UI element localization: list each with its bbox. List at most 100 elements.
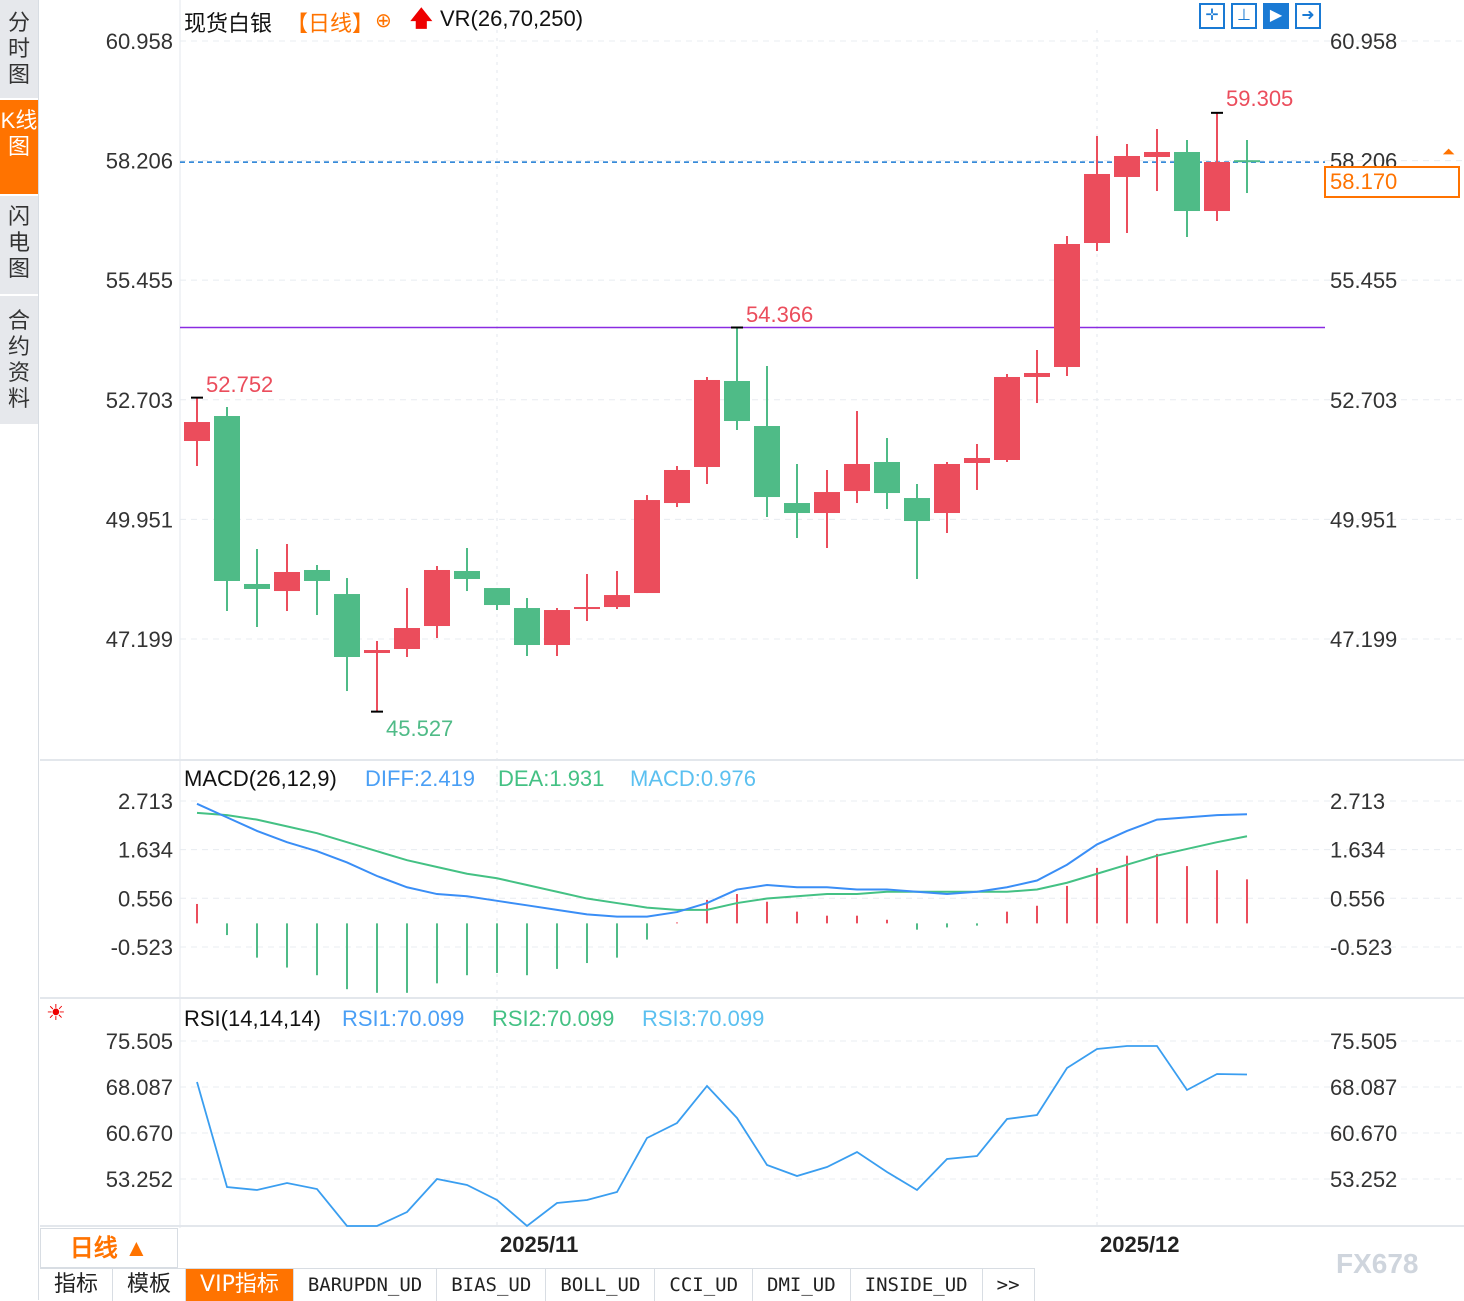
candle-body [544, 610, 570, 646]
rsi-tick-left: 75.505 [106, 1029, 173, 1054]
tab-dmi[interactable]: DMI_UD [753, 1269, 851, 1301]
macd-tick-right: -0.523 [1330, 935, 1392, 960]
start-price-label: 52.752 [206, 372, 274, 397]
candle-body [484, 588, 510, 606]
candle-body [1024, 372, 1050, 377]
price-tick-right: 52.703 [1330, 388, 1397, 413]
candle-body [1144, 151, 1170, 157]
candle-body [1204, 161, 1230, 212]
price-tick-left: 49.951 [106, 507, 173, 532]
candle-body [514, 608, 540, 646]
tab-inside[interactable]: INSIDE_UD [851, 1269, 983, 1301]
rsi-tick-left: 53.252 [106, 1167, 173, 1192]
target-icon[interactable]: ⊕ [375, 10, 392, 32]
price-tick-left: 60.958 [106, 29, 173, 54]
candle-body [694, 379, 720, 467]
macd-title: MACD(26,12,9) [184, 766, 337, 791]
candle-body [184, 422, 210, 442]
watermark: FX678 [1336, 1248, 1419, 1279]
price-tick-right: 47.199 [1330, 627, 1397, 652]
candle-body [334, 594, 360, 658]
period-tag[interactable]: 【日线】 [286, 11, 375, 36]
rsi-title: RSI(14,14,14) [184, 1006, 321, 1031]
rsi-tick-left: 68.087 [106, 1075, 173, 1100]
macd-tick-right: 1.634 [1330, 838, 1385, 863]
period-selector[interactable]: 日线 ▲ [40, 1228, 178, 1268]
exit-icon[interactable]: ➜ [1295, 3, 1321, 29]
price-tick-left: 58.206 [106, 149, 173, 174]
macd-tick-left: 0.556 [118, 886, 173, 911]
candle-body [1054, 244, 1080, 367]
rsi-tick-right: 68.087 [1330, 1075, 1397, 1100]
tab-template[interactable]: 模板 [113, 1269, 187, 1301]
candle-body [424, 569, 450, 627]
candle-body [364, 650, 390, 654]
symbol-name: 现货白银 [184, 11, 273, 36]
rsi1-label: RSI1:70.099 [342, 1006, 465, 1031]
candle-body [574, 607, 600, 610]
low-price-label: 45.527 [386, 716, 454, 741]
price-tick-right: 60.958 [1330, 29, 1397, 54]
macd-label: MACD:0.976 [630, 766, 756, 791]
bottom-tabs: 指标 模板 VIP指标 BARUPDN_UD BIAS_UD BOLL_UD C… [40, 1268, 1035, 1301]
candle-body [754, 426, 780, 498]
tab-barupdn[interactable]: BARUPDN_UD [294, 1269, 438, 1301]
tab-indicator[interactable]: 指标 [40, 1269, 114, 1301]
rsi-tick-left: 60.670 [106, 1121, 173, 1146]
tab-more[interactable]: >> [983, 1269, 1035, 1301]
tab-bias[interactable]: BIAS_UD [437, 1269, 547, 1301]
price-tick-left: 52.703 [106, 388, 173, 413]
macd-tick-left: 2.713 [118, 789, 173, 814]
indicator-vr[interactable]: VR(26,70,250) [440, 6, 584, 31]
play-icon[interactable]: ▶ [1263, 3, 1289, 29]
last-price-box: 58.170 [1324, 166, 1460, 198]
sidebar-tab-flash[interactable]: 闪电图 [0, 196, 38, 296]
rsi-tick-right: 75.505 [1330, 1029, 1397, 1054]
macd-tick-left: 1.634 [118, 838, 173, 863]
dea-label: DEA:1.931 [498, 766, 605, 791]
candle-body [1174, 151, 1200, 212]
rsi3-label: RSI3:70.099 [642, 1006, 765, 1031]
candle-body [1084, 173, 1110, 244]
candle-body [874, 461, 900, 494]
candle-body [664, 469, 690, 504]
candle-body [1114, 155, 1140, 177]
up-arrow-icon: ⏶ [1442, 144, 1455, 161]
price-tick-left: 55.455 [106, 268, 173, 293]
candle-body [214, 416, 240, 581]
mid-high-label: 54.366 [746, 302, 814, 327]
candle-body [454, 570, 480, 579]
tab-cci[interactable]: CCI_UD [655, 1269, 754, 1301]
rsi-tick-right: 60.670 [1330, 1121, 1397, 1146]
sun-icon[interactable]: ☀ [46, 1000, 66, 1025]
range-icon[interactable]: ⊥ [1231, 3, 1257, 29]
rsi2-label: RSI2:70.099 [492, 1006, 615, 1031]
candle-body [244, 583, 270, 589]
candle-body [274, 571, 300, 592]
candle-body [1234, 160, 1260, 163]
dea-line [196, 811, 1248, 911]
candle-body [724, 380, 750, 422]
sidebar-tab-timeshare[interactable]: 分时图 [0, 0, 38, 100]
high-price-label: 59.305 [1226, 86, 1294, 111]
tab-vip[interactable]: VIP指标 [186, 1269, 294, 1301]
sidebar-tab-contract[interactable]: 合约资料 [0, 296, 38, 426]
crosshair-icon[interactable]: ✛ [1199, 3, 1225, 29]
sidebar: 分时图 K线图 闪电图 合约资料 [0, 0, 39, 1300]
candle-body [994, 376, 1020, 460]
diff-label: DIFF:2.419 [365, 766, 476, 791]
candle-body [904, 498, 930, 522]
candle-body [634, 500, 660, 594]
price-tick-right: 49.951 [1330, 507, 1397, 532]
price-tick-left: 47.199 [106, 627, 173, 652]
candle-body [964, 457, 990, 463]
sidebar-tab-kline[interactable]: K线图 [0, 100, 38, 196]
candle-body [304, 569, 330, 581]
candle-body [784, 503, 810, 514]
tab-boll[interactable]: BOLL_UD [546, 1269, 656, 1301]
candle-body [394, 628, 420, 650]
x-tick-label: 2025/12 [1100, 1232, 1180, 1257]
candle-body [934, 463, 960, 514]
candle-body [814, 492, 840, 514]
